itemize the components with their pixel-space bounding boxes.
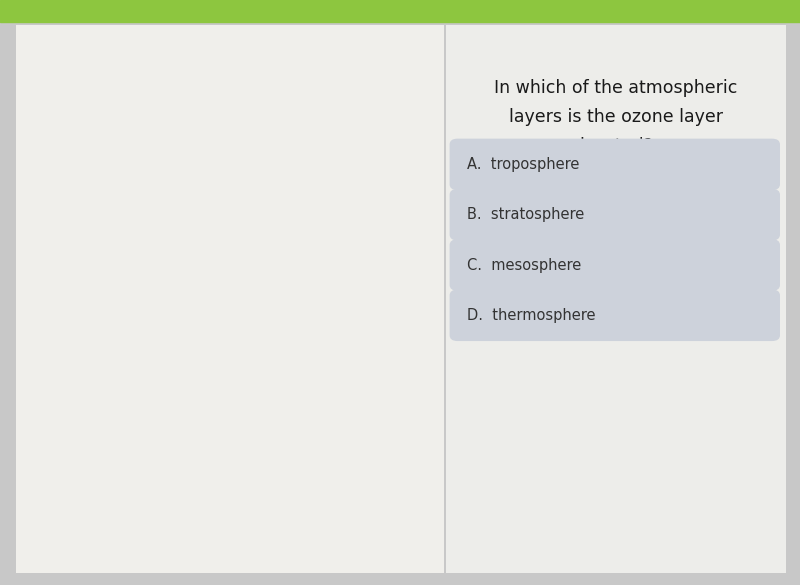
- Text: Stratopause: Stratopause: [70, 348, 130, 358]
- Text: Mesopause: Mesopause: [70, 227, 126, 237]
- Text: C.  mesosphere: C. mesosphere: [467, 257, 582, 273]
- Text: km: km: [29, 32, 46, 42]
- Bar: [60, 349, 368, 357]
- Text: D.  thermosphere: D. thermosphere: [467, 308, 596, 323]
- X-axis label: Temperature °C: Temperature °C: [167, 550, 261, 563]
- Bar: [60, 228, 368, 237]
- Text: layers is the ozone layer: layers is the ozone layer: [509, 108, 723, 126]
- Text: A.  troposphere: A. troposphere: [467, 157, 579, 172]
- Text: Thermosphere: Thermosphere: [268, 129, 349, 139]
- Text: B.  stratosphere: B. stratosphere: [467, 207, 585, 222]
- Text: In which of the atmospheric: In which of the atmospheric: [494, 79, 738, 97]
- Text: Stratosphere: Stratosphere: [260, 415, 332, 425]
- Text: Temperature change with height: Temperature change with height: [152, 50, 278, 122]
- Text: Troposphere: Troposphere: [268, 505, 336, 515]
- Text: Tropopause: Tropopause: [70, 479, 126, 489]
- Text: Mesosphere: Mesosphere: [275, 288, 342, 298]
- Bar: [60, 481, 368, 488]
- Text: located?: located?: [579, 137, 653, 156]
- Text: mi: mi: [378, 32, 393, 42]
